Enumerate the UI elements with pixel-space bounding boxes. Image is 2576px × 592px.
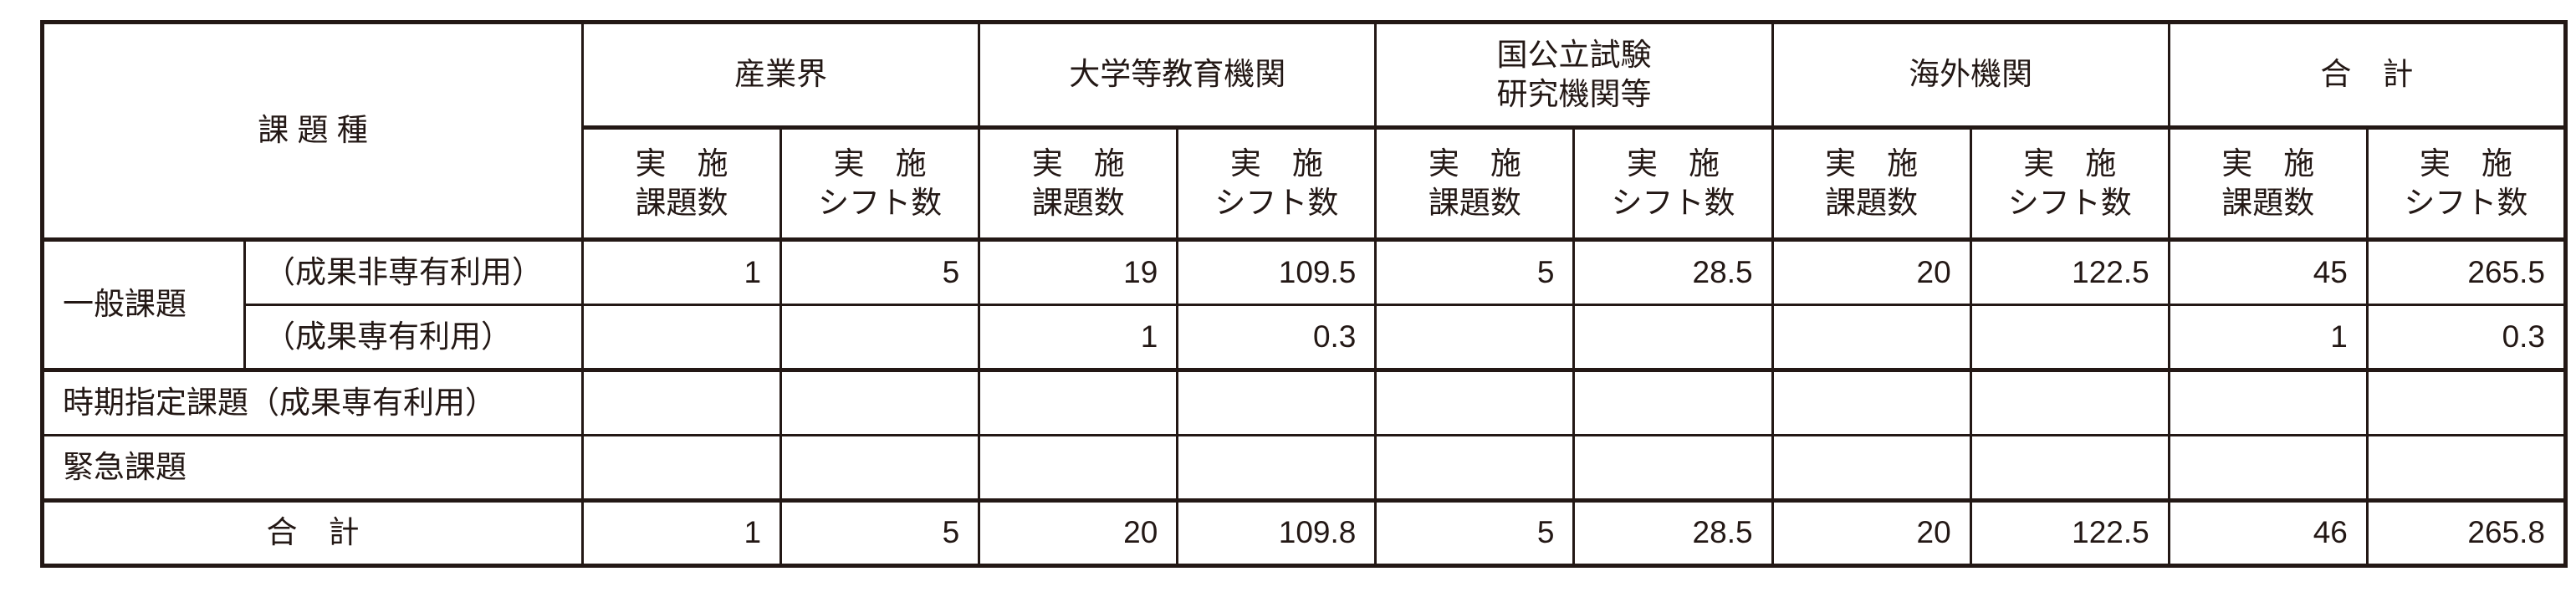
group-header-overseas: 海外機関 (1771, 21, 2170, 130)
subheader-line: 実 施 (635, 146, 728, 181)
value-cell: 28.5 (1572, 238, 1774, 306)
value-cell: 5 (1374, 238, 1576, 306)
subheader-line: シフト数 (818, 185, 943, 220)
value-cell (978, 369, 1179, 436)
subheader-line: 課題数 (635, 185, 728, 220)
value-cell (1572, 369, 1774, 436)
total-cell: 1 (580, 499, 783, 567)
subheader-line: 実 施 (1428, 146, 1521, 181)
subheader-line: 実 施 (2221, 146, 2315, 181)
value-cell: 5 (779, 238, 981, 306)
subheader-line: 実 施 (1825, 146, 1919, 181)
subheader-line: シフト数 (2404, 185, 2528, 220)
subheader-shift-count: 実 施シフト数 (1176, 126, 1377, 242)
value-cell (2167, 434, 2369, 503)
row-group-general: 一般課題 (41, 238, 246, 372)
subheader-task-count: 実 施課題数 (1374, 126, 1576, 242)
value-cell (580, 434, 783, 503)
value-cell (2167, 369, 2369, 436)
value-cell: 0.3 (2365, 304, 2568, 372)
value-cell (1374, 434, 1576, 503)
value-cell (2365, 434, 2568, 503)
value-cell (1771, 304, 1972, 372)
value-cell (1374, 369, 1576, 436)
total-cell: 20 (1771, 499, 1972, 567)
value-cell (1176, 434, 1377, 503)
subheader-line: シフト数 (2007, 185, 2132, 220)
value-cell (2365, 369, 2568, 436)
category-header: 課 題 種 (41, 21, 584, 242)
value-cell (779, 434, 981, 503)
subheader-line: 実 施 (1229, 146, 1323, 181)
value-cell (779, 304, 981, 372)
subheader-line: シフト数 (1214, 185, 1339, 220)
subheader-line: 実 施 (833, 146, 927, 181)
row-label: 時期指定課題（成果専有利用） (41, 369, 584, 436)
subheader-shift-count: 実 施シフト数 (1572, 126, 1774, 242)
total-cell: 265.8 (2365, 499, 2568, 567)
total-cell: 46 (2167, 499, 2369, 567)
subheader-shift-count: 実 施シフト数 (779, 126, 981, 242)
total-cell: 109.8 (1176, 499, 1377, 567)
value-cell: 45 (2167, 238, 2369, 306)
value-cell (1771, 369, 1972, 436)
total-cell: 5 (1374, 499, 1576, 567)
total-cell: 122.5 (1969, 499, 2170, 567)
value-cell (1374, 304, 1576, 372)
value-cell: 122.5 (1969, 238, 2170, 306)
subheader-line: 実 施 (2419, 146, 2512, 181)
row-label: 緊急課題 (41, 434, 584, 503)
total-cell: 20 (978, 499, 1179, 567)
value-cell (1771, 434, 1972, 503)
value-cell (1969, 434, 2170, 503)
subheader-shift-count: 実 施シフト数 (2365, 126, 2568, 242)
total-row-label: 合 計 (41, 499, 584, 567)
subheader-shift-count: 実 施シフト数 (1969, 126, 2170, 242)
group-header-university: 大学等教育機関 (978, 21, 1377, 130)
value-cell: 0.3 (1176, 304, 1377, 372)
subheader-task-count: 実 施課題数 (1771, 126, 1972, 242)
group-header-industry: 産業界 (580, 21, 981, 130)
value-cell: 20 (1771, 238, 1972, 306)
value-cell (779, 369, 981, 436)
subheader-line: 実 施 (2023, 146, 2117, 181)
total-cell: 5 (779, 499, 981, 567)
subheader-line: シフト数 (1611, 185, 1735, 220)
value-cell: 1 (978, 304, 1179, 372)
value-cell: 1 (580, 238, 783, 306)
subheader-line: 実 施 (1627, 146, 1720, 181)
value-cell (978, 434, 1179, 503)
subheader-line: 課題数 (1031, 185, 1125, 220)
value-cell (1176, 369, 1377, 436)
value-cell (1572, 434, 1774, 503)
value-cell: 1 (2167, 304, 2369, 372)
value-cell (1572, 304, 1774, 372)
value-cell: 265.5 (2365, 238, 2568, 306)
value-cell (580, 369, 783, 436)
value-cell (580, 304, 783, 372)
value-cell: 109.5 (1176, 238, 1377, 306)
value-cell (1969, 369, 2170, 436)
subheader-line: 課題数 (1428, 185, 1521, 220)
subheader-task-count: 実 施課題数 (2167, 126, 2369, 242)
subheader-line: 課題数 (2221, 185, 2315, 220)
group-header-public-institute: 国公立試験 研究機関等 (1374, 21, 1774, 130)
row-label: （成果非専有利用） (243, 238, 584, 306)
subheader-line: 課題数 (1825, 185, 1919, 220)
value-cell (1969, 304, 2170, 372)
value-cell: 19 (978, 238, 1179, 306)
subheader-task-count: 実 施課題数 (978, 126, 1179, 242)
total-cell: 28.5 (1572, 499, 1774, 567)
subheader-task-count: 実 施課題数 (580, 126, 783, 242)
subheader-line: 実 施 (1031, 146, 1125, 181)
results-table: 課 題 種 産業界 大学等教育機関 国公立試験 研究機関等 海外機関 合 計 実… (40, 20, 2568, 568)
group-header-total: 合 計 (2167, 21, 2568, 130)
row-label: （成果専有利用） (243, 304, 584, 372)
